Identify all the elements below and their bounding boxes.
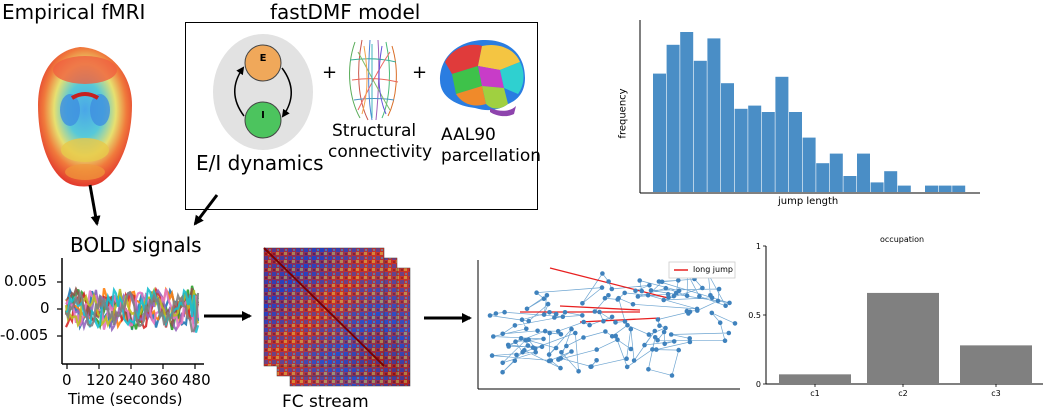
bold-ytick-zero: 0 [40, 299, 50, 317]
occupation-xtick-label: c1 [810, 389, 820, 398]
plus-sign-2: + [412, 62, 428, 83]
aal-label-line1: AAL90 [441, 125, 496, 145]
bold-ytick-neg: -0.005 [0, 326, 49, 344]
ei-dynamics-label: E/I dynamics [196, 151, 324, 175]
trajectory-legend [668, 261, 736, 279]
histogram-bars [653, 32, 966, 193]
bold-signals-title: BOLD signals [70, 233, 202, 257]
histogram-bar [843, 176, 857, 192]
histogram-bar [789, 112, 802, 192]
model-box [185, 22, 538, 210]
bold-signals-plot [57, 258, 204, 369]
excitatory-node [244, 44, 282, 82]
trajectory-plot [477, 260, 740, 390]
model-title: fastDMF model [270, 0, 421, 24]
occupation-bar-c2 [867, 292, 939, 384]
jump-length-histogram [639, 20, 980, 194]
histogram-bar [775, 76, 789, 192]
histogram-bar [829, 153, 843, 192]
histogram-bar [802, 137, 816, 192]
fmri-brain-image [38, 47, 132, 187]
legend-label-long-jump: long jump [693, 265, 733, 274]
histogram-bar [761, 112, 775, 192]
histogram-bar [952, 185, 966, 192]
histogram-xlabel: jump length [778, 196, 839, 207]
occupation-ytick-label: 1 [756, 242, 761, 251]
histogram-bar [884, 171, 898, 192]
bold-xlabel: Time (seconds) [68, 390, 183, 408]
plus-sign-1: + [322, 62, 338, 83]
histogram-bar [938, 185, 952, 192]
bold-xtick-360: 360 [150, 371, 179, 389]
bold-xtick-240: 240 [118, 371, 147, 389]
tractography-image [349, 39, 399, 121]
bold-xtick-0: 0 [62, 371, 72, 389]
occupation-ytick-label: 0 [756, 380, 761, 389]
aal-label-line2: parcellation [441, 146, 542, 166]
sc-label-line1: Structural [332, 121, 417, 141]
occupation-title: occupation [880, 235, 925, 244]
bold-ytick-pos: 0.005 [4, 272, 47, 290]
bold-xtick-480: 480 [182, 371, 211, 389]
ei-dynamics-diagram [213, 34, 313, 150]
arrow-fmri-to-bold [88, 184, 101, 226]
occupation-xtick-label: c3 [991, 389, 1001, 398]
occupation-bar-chart: 00.51 c1 c2 c3 [748, 242, 1043, 398]
occupation-y-ticks: 00.51 [748, 242, 766, 389]
structural-connectivity-label: Structural connectivity [328, 121, 433, 163]
histogram-bar [870, 182, 884, 192]
occupation-x-ticks: c1 c2 c3 [810, 384, 1001, 398]
fc-stream-matrices [263, 247, 411, 387]
histogram-bar [653, 73, 666, 192]
histogram-bar [816, 163, 830, 192]
fc-stream-label: FC stream [282, 392, 369, 412]
inhibitory-node-label: I [261, 110, 265, 121]
excitatory-node-label: E [259, 53, 267, 64]
bold-signal-traces [64, 285, 200, 333]
long-jump-segment [559, 305, 641, 311]
histogram-bar [693, 60, 707, 192]
occupation-xtick-label: c2 [898, 389, 908, 398]
sc-label-line2: connectivity [328, 142, 433, 162]
long-jump-segment [579, 317, 661, 323]
histogram-bar [707, 38, 721, 193]
occupation-ytick-label: 0.5 [748, 311, 761, 320]
histogram-bar [897, 185, 911, 192]
bold-xtick-120: 120 [86, 371, 115, 389]
occupation-bar-c3 [960, 345, 1032, 384]
occupation-bar-c1 [779, 374, 851, 384]
histogram-bar [925, 185, 938, 192]
histogram-bar [748, 105, 762, 192]
histogram-bar [857, 153, 870, 192]
empirical-fmri-title: Empirical fMRI [2, 0, 146, 24]
aal90-brain-image [440, 40, 525, 117]
histogram-bar [721, 83, 734, 192]
occupation-bars [779, 292, 1032, 384]
trajectory-points [487, 271, 738, 378]
histogram-bar [666, 44, 680, 192]
aal90-label: AAL90 parcellation [441, 125, 541, 167]
inhibitory-node [244, 101, 282, 139]
histogram-bar [680, 32, 694, 192]
histogram-ylabel: frequency [617, 88, 629, 139]
histogram-bar [734, 108, 748, 192]
